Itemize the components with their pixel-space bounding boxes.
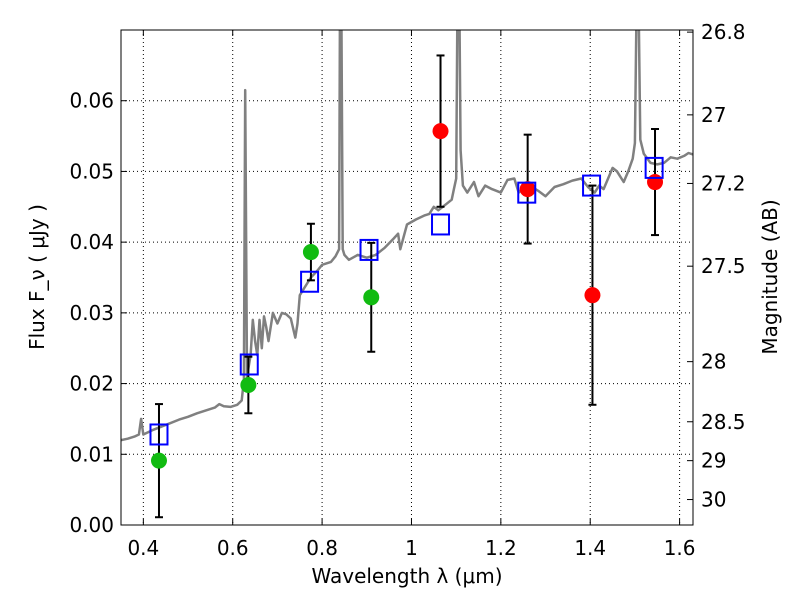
y-tick-label: 0.00: [69, 513, 114, 537]
grid-lines: [121, 30, 693, 526]
tick-layer: [121, 30, 693, 526]
right-tick-label: 30: [701, 488, 726, 512]
right-tick-label: 28: [701, 350, 726, 374]
observed-point-red: [584, 287, 601, 304]
observed-point-green: [363, 289, 380, 306]
errorbar-layer: [154, 54, 660, 519]
observed-point-green: [240, 376, 257, 393]
y-tick-label: 0.05: [69, 159, 114, 183]
observed-point-green: [150, 452, 167, 469]
x-axis-label: Wavelength λ (μm): [311, 564, 502, 588]
y-tick-label: 0.04: [69, 230, 114, 254]
observed-point-green: [302, 244, 319, 261]
x-tick-label: 0.4: [127, 536, 159, 560]
model-box: [431, 213, 451, 236]
right-tick-label: 26.8: [701, 20, 746, 44]
tick-label-layer: 0.4 0.6 0.8 1 1.2 1.4 1.6 0.00 0.01 0.02 0.03 0.04 0…: [69, 20, 745, 560]
x-tick-label: 1: [405, 536, 418, 560]
y-axis-label: Flux F_ν ( μJy ): [25, 204, 49, 350]
x-tick-label: 0.8: [306, 536, 338, 560]
y-tick-label: 0.01: [69, 442, 114, 466]
right-tick-label: 27: [701, 103, 726, 127]
right-tick-label: 27.5: [701, 254, 746, 278]
spectrum-line: [121, 30, 693, 442]
model-box: [582, 174, 602, 197]
x-tick-label: 1.2: [485, 536, 517, 560]
plot-frame: [120, 29, 694, 526]
x-tick-label: 1.6: [664, 536, 696, 560]
y-axis-right-label: Magnitude (AB): [758, 199, 782, 354]
observed-point-red: [432, 123, 449, 140]
spectrum-layer: [121, 30, 693, 442]
y-tick-label: 0.03: [69, 301, 114, 325]
model-box: [359, 238, 379, 261]
right-tick-label: 29: [701, 449, 726, 473]
observed-point-red: [647, 174, 664, 191]
model-box: [300, 270, 320, 293]
x-tick-label: 0.6: [217, 536, 249, 560]
x-tick-label: 1.4: [574, 536, 606, 560]
right-tick-label: 28.5: [701, 410, 746, 434]
observed-point-red: [519, 181, 536, 198]
model-box-layer: [149, 156, 664, 446]
model-box: [239, 353, 259, 376]
y-tick-label: 0.02: [69, 372, 114, 396]
right-tick-label: 27.2: [701, 171, 746, 195]
model-box: [517, 181, 537, 204]
y-tick-label: 0.06: [69, 89, 114, 113]
model-box: [149, 423, 169, 446]
model-box: [644, 156, 664, 179]
